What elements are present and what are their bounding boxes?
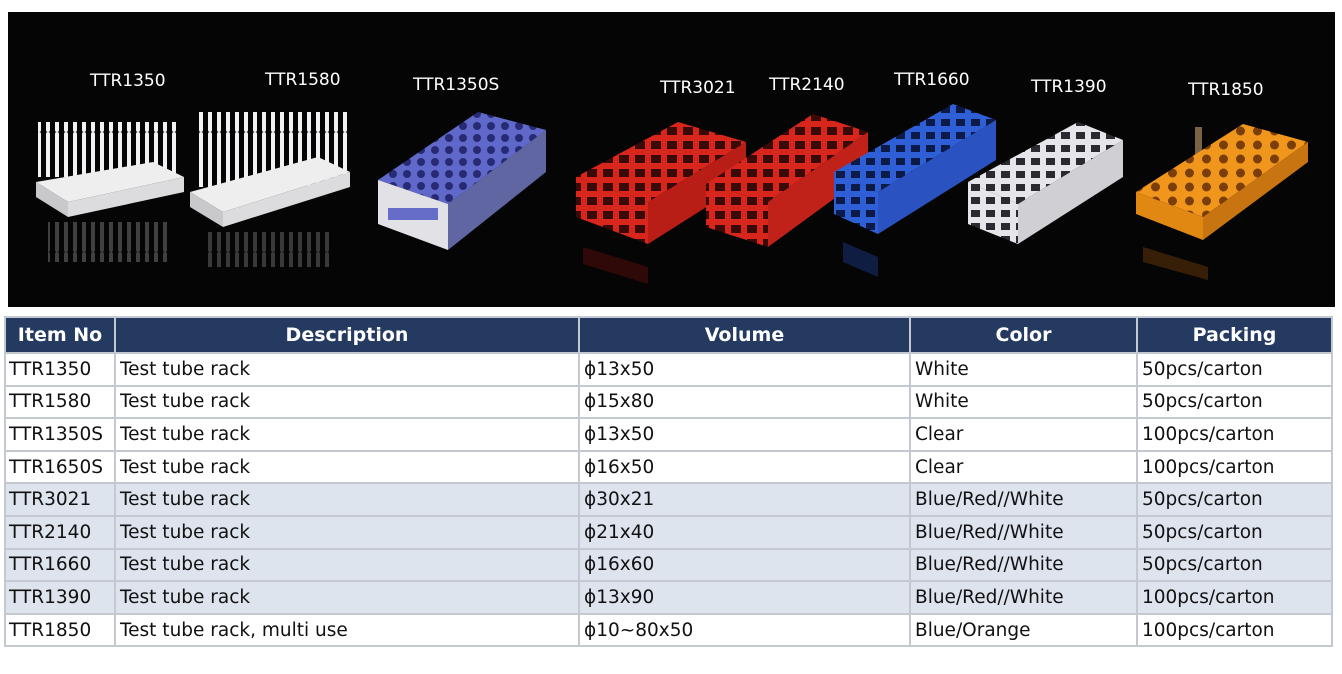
rack-label-ttr2140: TTR2140 [769,75,845,95]
cell-color: Blue/Red//White [909,547,1138,583]
table-row: TTR1660 Test tube rack ϕ16x60 Blue/Red//… [4,547,1333,583]
cell-description: Test tube rack [114,482,580,517]
cell-item-no: TTR1390 [4,580,116,615]
cell-volume: ϕ13x90 [578,580,911,615]
rack-label-ttr3021: TTR3021 [660,78,736,98]
rack-ttr1660-image [834,104,996,277]
cell-color: Blue/Red//White [909,482,1138,517]
cell-color: White [909,384,1138,420]
cell-volume: ϕ15x80 [578,384,911,420]
cell-volume: ϕ21x40 [578,514,911,550]
product-spec-table: Item No Description Volume Color Packing… [4,316,1333,648]
cell-packing: 50pcs/carton [1136,352,1333,387]
rack-ttr1580-image [190,112,350,267]
cell-item-no: TTR2140 [4,514,116,550]
cell-item-no: TTR1580 [4,384,116,420]
rack-ttr1350s-image [378,112,546,250]
cell-description: Test tube rack [114,384,580,420]
header-description: Description [114,316,580,354]
cell-volume: ϕ16x50 [578,449,911,485]
cell-item-no: TTR1350 [4,352,116,387]
rack-label-ttr1350s: TTR1350S [413,75,500,95]
table-row: TTR1390 Test tube rack ϕ13x90 Blue/Red//… [4,580,1333,615]
header-volume: Volume [578,316,911,354]
cell-packing: 100pcs/carton [1136,580,1333,615]
cell-description: Test tube rack [114,547,580,583]
table-row: TTR2140 Test tube rack ϕ21x40 Blue/Red//… [4,514,1333,550]
cell-volume: ϕ13x50 [578,417,911,452]
cell-item-no: TTR1650S [4,449,116,485]
cell-packing: 50pcs/carton [1136,384,1333,420]
table-row: TTR1580 Test tube rack ϕ15x80 White 50pc… [4,384,1333,420]
cell-item-no: TTR1350S [4,417,116,452]
cell-volume: ϕ30x21 [578,482,911,517]
header-item-no: Item No [4,316,116,354]
cell-description: Test tube rack, multi use [114,612,580,648]
rack-ttr1350-image [36,122,184,262]
rack-ttr1850-image [1136,124,1308,280]
rack-ttr2140-image [706,114,868,247]
rack-label-ttr1350: TTR1350 [90,71,166,91]
cell-item-no: TTR1660 [4,547,116,583]
rack-label-ttr1390: TTR1390 [1031,77,1107,97]
header-color: Color [909,316,1138,354]
table-row: TTR1850 Test tube rack, multi use ϕ10~80… [4,612,1333,648]
cell-color: White [909,352,1138,387]
header-packing: Packing [1136,316,1333,354]
rack-ttr3021-image [576,122,746,284]
cell-description: Test tube rack [114,514,580,550]
cell-description: Test tube rack [114,580,580,615]
rack-label-ttr1660: TTR1660 [894,70,970,90]
rack-label-ttr1580: TTR1580 [265,70,341,90]
rack-label-ttr1850: TTR1850 [1188,80,1264,100]
cell-packing: 50pcs/carton [1136,547,1333,583]
table-header-row: Item No Description Volume Color Packing [4,316,1333,354]
cell-item-no: TTR3021 [4,482,116,517]
cell-description: Test tube rack [114,417,580,452]
cell-packing: 50pcs/carton [1136,514,1333,550]
table-row: TTR3021 Test tube rack ϕ30x21 Blue/Red//… [4,482,1333,517]
rack-ttr1390-image [968,122,1123,244]
cell-volume: ϕ16x60 [578,547,911,583]
cell-color: Clear [909,449,1138,485]
cell-packing: 100pcs/carton [1136,417,1333,452]
cell-description: Test tube rack [114,352,580,387]
cell-packing: 100pcs/carton [1136,612,1333,648]
cell-color: Blue/Red//White [909,514,1138,550]
table-row: TTR1350 Test tube rack ϕ13x50 White 50pc… [4,352,1333,387]
cell-description: Test tube rack [114,449,580,485]
product-photo-banner: TTR1350 TTR1580 TTR1350S TTR3021 TTR2140… [8,12,1335,307]
cell-color: Blue/Red//White [909,580,1138,615]
rack-illustrations [36,104,1308,284]
table-row: TTR1350S Test tube rack ϕ13x50 Clear 100… [4,417,1333,452]
cell-packing: 100pcs/carton [1136,449,1333,485]
cell-item-no: TTR1850 [4,612,116,648]
cell-color: Blue/Orange [909,612,1138,648]
cell-volume: ϕ13x50 [578,352,911,387]
cell-packing: 50pcs/carton [1136,482,1333,517]
table-row: TTR1650S Test tube rack ϕ16x50 Clear 100… [4,449,1333,485]
cell-color: Clear [909,417,1138,452]
cell-volume: ϕ10~80x50 [578,612,911,648]
